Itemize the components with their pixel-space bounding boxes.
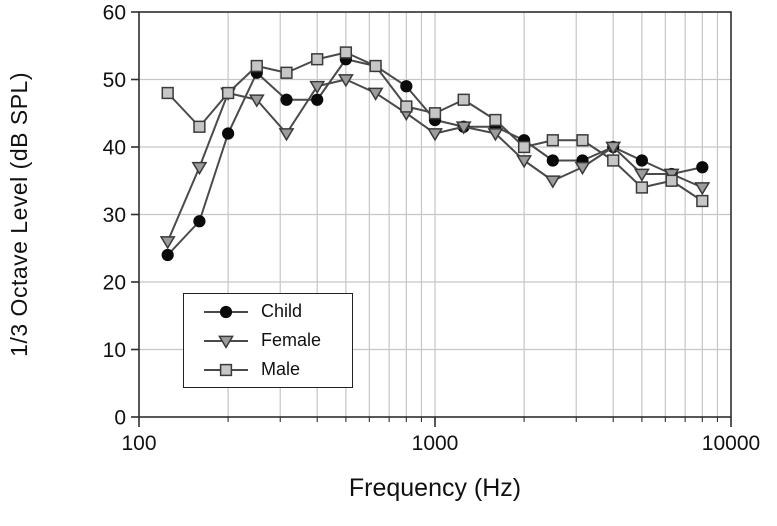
- x-tick-label: 1000: [412, 432, 459, 455]
- legend-item-female: Female: [202, 328, 352, 354]
- child-marker-icon: [202, 304, 250, 320]
- y-tick-label: 20: [103, 271, 126, 294]
- y-tick-label: 50: [103, 69, 126, 92]
- y-tick-label: 10: [103, 339, 126, 362]
- y-tick-label: 40: [103, 136, 126, 159]
- y-axis: 0 10 20 30 40 50 60: [103, 1, 139, 429]
- legend-label-child: Child: [261, 301, 303, 321]
- female-marker-icon: [202, 333, 250, 349]
- x-axis-label: Frequency (Hz): [348, 474, 522, 502]
- legend: Child Female Male: [183, 293, 353, 388]
- y-axis-label-wrap: 1/3 Octave Level (dB SPL): [2, 12, 36, 417]
- male-marker-icon: [202, 362, 250, 378]
- x-tick-label: 10000: [702, 432, 760, 455]
- y-axis-label: 1/3 Octave Level (dB SPL): [5, 72, 32, 357]
- legend-label-male: Male: [261, 359, 301, 379]
- legend-label-female: Female: [261, 330, 322, 350]
- series-male: [161, 46, 709, 208]
- y-tick-label: 0: [114, 406, 126, 429]
- y-tick-label: 30: [103, 204, 126, 227]
- gridlines: [139, 12, 731, 417]
- legend-item-child: Child: [202, 299, 352, 325]
- y-tick-label: 60: [103, 1, 126, 24]
- x-axis: 100 1000 10000: [121, 417, 760, 455]
- legend-item-male: Male: [202, 357, 352, 383]
- x-tick-label: 100: [121, 432, 156, 455]
